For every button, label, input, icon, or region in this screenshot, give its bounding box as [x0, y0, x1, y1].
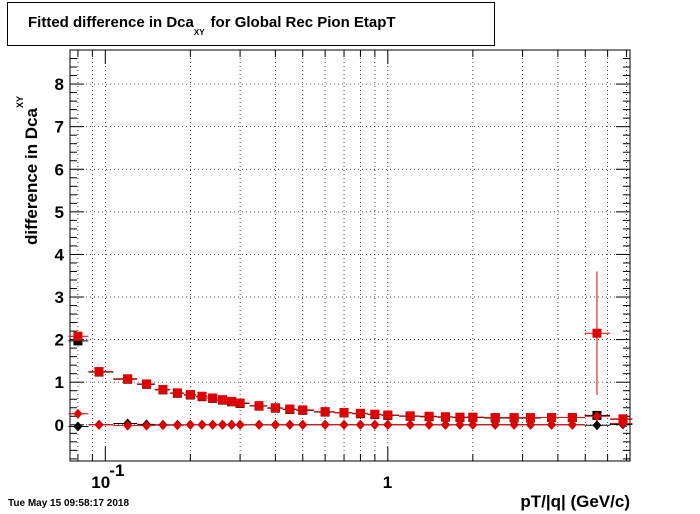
- y-tick-label: 7: [55, 118, 64, 137]
- data-point-diamond: [185, 419, 195, 430]
- data-point-diamond: [592, 411, 602, 422]
- data-point-diamond: [172, 420, 182, 431]
- y-tick-label: 5: [55, 203, 64, 222]
- data-point-diamond: [235, 419, 245, 430]
- data-point-square: [227, 396, 237, 406]
- data-point-diamond: [370, 419, 380, 430]
- y-tick-label: 4: [55, 245, 65, 264]
- data-point-square: [526, 413, 536, 423]
- data-point-square: [468, 412, 478, 422]
- y-axis-label: difference in DcaXY: [15, 96, 42, 245]
- data-point-diamond: [509, 419, 519, 430]
- data-point-diamond: [405, 419, 415, 430]
- data-point-square: [158, 384, 168, 394]
- data-point-diamond: [73, 421, 83, 432]
- data-point-diamond: [254, 419, 264, 430]
- data-point-diamond: [218, 419, 228, 430]
- y-tick-label: 8: [55, 75, 64, 94]
- data-point-diamond: [383, 419, 393, 430]
- data-point-diamond: [208, 419, 218, 430]
- data-point-square: [405, 411, 415, 421]
- data-point-diamond: [567, 419, 577, 430]
- y-tick-label: 3: [55, 288, 64, 307]
- data-point-square: [142, 379, 152, 389]
- data-point-diamond: [94, 419, 104, 430]
- data-point-square: [208, 393, 218, 403]
- data-point-diamond: [158, 420, 168, 431]
- data-point-diamond: [298, 419, 308, 430]
- grid-layer: [70, 50, 630, 461]
- data-point-square: [509, 413, 519, 423]
- data-point-square: [383, 410, 393, 420]
- data-point-square: [339, 407, 349, 417]
- data-point-diamond: [440, 419, 450, 430]
- y-tick-label: 2: [55, 331, 64, 350]
- data-point-square: [455, 412, 465, 422]
- data-point-diamond: [270, 419, 280, 430]
- data-layer: [68, 271, 633, 432]
- data-point-diamond: [285, 419, 295, 430]
- data-point-diamond: [197, 419, 207, 430]
- data-point-square: [185, 390, 195, 400]
- data-point-square: [298, 405, 308, 415]
- data-point-square: [218, 395, 228, 405]
- data-point-square: [73, 336, 83, 346]
- data-point-square: [73, 331, 83, 341]
- y-tick-label: 0: [55, 416, 64, 435]
- y-tick-label: 6: [55, 160, 64, 179]
- data-point-diamond: [142, 420, 152, 431]
- ylabel-subscript: XY: [15, 95, 25, 108]
- ylabel-main: difference in Dca: [22, 108, 41, 245]
- data-point-square: [285, 404, 295, 414]
- data-point-square: [424, 411, 434, 421]
- data-point-square: [172, 388, 182, 398]
- data-point-diamond: [339, 419, 349, 430]
- data-point-square: [490, 413, 500, 423]
- data-point-diamond: [355, 419, 365, 430]
- data-point-diamond: [526, 419, 536, 430]
- data-point-square: [94, 367, 104, 377]
- data-point-square: [270, 403, 280, 413]
- data-point-diamond: [455, 419, 465, 430]
- title-main: Fitted difference in Dca: [28, 14, 194, 31]
- data-point-square: [567, 413, 577, 423]
- data-point-diamond: [227, 419, 237, 430]
- data-point-square: [355, 408, 365, 418]
- tick-layer: 0 1 2 3 4 5 6 7 8 10-1 1: [55, 49, 630, 492]
- data-point-square: [123, 374, 133, 384]
- data-point-diamond: [618, 418, 628, 429]
- x-tick-label: 1: [383, 473, 392, 492]
- plot-frame: [69, 49, 631, 462]
- data-point-diamond: [73, 408, 83, 419]
- data-point-square: [235, 398, 245, 408]
- data-point-diamond: [424, 419, 434, 430]
- y-tick-label: 1: [55, 373, 64, 392]
- title-subscript: XY: [193, 28, 205, 37]
- data-point-diamond: [123, 420, 133, 431]
- data-point-square: [592, 328, 602, 338]
- data-point-square: [440, 412, 450, 422]
- data-point-square: [320, 407, 330, 417]
- data-point-square: [254, 401, 264, 411]
- data-point-diamond: [468, 419, 478, 430]
- x-tick-label-exponent: -1: [109, 461, 124, 480]
- title-box: Fitted difference in DcaXY for Global Rec…: [7, 2, 495, 46]
- data-point-diamond: [320, 419, 330, 430]
- data-point-square: [547, 413, 557, 423]
- title-tail: for Global Rec Pion EtapT: [210, 14, 396, 31]
- x-axis-label: pT/|q| (GeV/c): [520, 492, 630, 511]
- data-point-square: [197, 391, 207, 401]
- chart-title: Fitted difference in DcaXY for Global Rec…: [28, 14, 396, 37]
- data-point-diamond: [490, 419, 500, 430]
- data-point-square: [370, 409, 380, 419]
- x-tick-label: 10: [91, 473, 110, 492]
- data-point-diamond: [592, 420, 602, 431]
- timestamp: Tue May 15 09:58:17 2018: [8, 498, 130, 509]
- data-point-diamond: [547, 419, 557, 430]
